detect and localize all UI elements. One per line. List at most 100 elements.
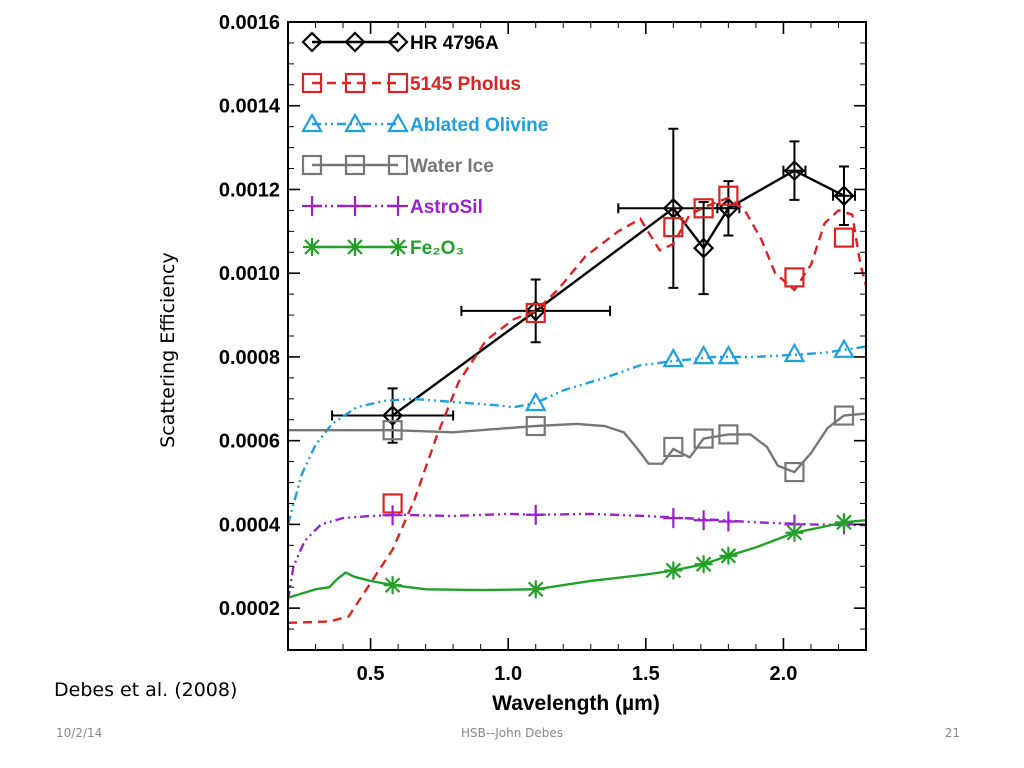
data-point xyxy=(693,198,714,219)
y-tick-label: 0.0002 xyxy=(219,598,280,620)
series-line xyxy=(288,412,866,474)
marker-diamond xyxy=(833,185,855,207)
marker-asterisk xyxy=(834,513,853,532)
legend-entry-2: Ablated Olivine xyxy=(301,112,548,136)
marker-square xyxy=(718,424,739,445)
marker-square xyxy=(784,461,805,483)
series-1 xyxy=(288,185,866,624)
marker-asterisk xyxy=(526,580,545,599)
x-axis-title: Wavelength (µm) xyxy=(492,692,660,715)
marker-plus xyxy=(388,196,408,216)
plot-frame xyxy=(287,21,867,651)
series-line xyxy=(288,512,866,600)
data-point xyxy=(693,510,714,531)
legend-marker xyxy=(344,72,366,94)
slide-number: 21 xyxy=(944,726,960,740)
y-tick-label: 0.0014 xyxy=(219,96,281,118)
citation: Debes et al. (2008) xyxy=(54,679,238,701)
legend: HR 4796A 5145 Pholus Ablated Olivine Water … xyxy=(301,31,548,259)
y-tick-label: 0.0016 xyxy=(219,12,280,34)
legend-marker xyxy=(301,31,323,53)
data-point xyxy=(526,580,545,599)
legend-entry-3: Water Ice xyxy=(301,154,494,177)
legend-marker xyxy=(345,196,365,216)
marker-asterisk xyxy=(785,523,804,542)
series-4 xyxy=(288,504,866,600)
data-point xyxy=(718,511,739,532)
marker-asterisk xyxy=(389,238,407,256)
legend-marker xyxy=(387,72,409,94)
footer-presenter: HSB--John Debes xyxy=(461,726,563,740)
series-2 xyxy=(288,338,866,525)
data-point xyxy=(525,300,547,322)
marker-plus xyxy=(382,505,403,526)
legend-entry-4: AstroSil xyxy=(302,196,483,218)
marker-triangle xyxy=(344,112,366,133)
marker-diamond xyxy=(387,31,409,53)
marker-asterisk xyxy=(719,546,738,565)
marker-asterisk xyxy=(383,576,402,595)
x-tick-label: 0.5 xyxy=(357,663,385,685)
marker-square xyxy=(301,154,323,176)
marker-plus xyxy=(718,511,739,532)
legend-entry-1: 5145 Pholus xyxy=(301,72,521,95)
data-point xyxy=(694,555,713,574)
marker-plus xyxy=(302,196,322,216)
data-point xyxy=(663,217,684,238)
y-tick-label: 0.0004 xyxy=(219,514,281,536)
legend-marker xyxy=(387,31,409,53)
legend-label: AstroSil xyxy=(410,197,483,218)
data-point xyxy=(783,342,806,363)
data-point xyxy=(784,267,805,288)
marker-square xyxy=(387,72,409,94)
legend-marker xyxy=(303,238,321,256)
data-point xyxy=(834,513,853,532)
marker-square xyxy=(663,217,684,238)
marker-square xyxy=(382,420,403,441)
marker-square xyxy=(833,405,855,426)
marker-triangle xyxy=(387,112,409,133)
marker-diamond xyxy=(525,300,547,322)
data-point xyxy=(833,405,855,426)
data-point xyxy=(663,436,684,458)
data-point xyxy=(663,508,684,529)
data-point xyxy=(664,561,683,580)
marker-diamond xyxy=(344,31,366,53)
data-point xyxy=(383,576,402,595)
data-point xyxy=(693,237,715,259)
data-point xyxy=(833,227,855,248)
series-layer xyxy=(288,127,866,624)
data-point xyxy=(382,505,403,526)
legend-marker xyxy=(301,112,323,133)
data-point xyxy=(662,347,685,368)
x-error-bar xyxy=(331,410,455,421)
marker-triangle xyxy=(692,344,715,365)
x-error-bar xyxy=(831,190,856,201)
marker-asterisk xyxy=(664,561,683,580)
marker-triangle xyxy=(662,347,685,368)
legend-marker xyxy=(387,154,409,176)
data-point xyxy=(833,338,855,358)
marker-plus xyxy=(663,508,684,529)
legend-marker xyxy=(301,72,323,94)
marker-triangle xyxy=(783,342,806,363)
legend-marker xyxy=(344,31,366,53)
marker-square xyxy=(344,72,366,94)
marker-square xyxy=(718,185,739,206)
data-point xyxy=(784,461,805,483)
marker-diamond xyxy=(783,160,805,182)
marker-triangle xyxy=(833,338,855,358)
marker-asterisk xyxy=(694,555,713,574)
series-5 xyxy=(288,513,866,599)
marker-diamond xyxy=(693,237,715,259)
legend-marker xyxy=(301,154,323,176)
legend-marker xyxy=(388,196,408,216)
marker-asterisk xyxy=(346,238,364,256)
marker-square xyxy=(387,154,409,176)
marker-asterisk xyxy=(303,238,321,256)
marker-plus xyxy=(525,504,546,525)
legend-marker xyxy=(387,112,409,133)
marker-square xyxy=(525,415,546,437)
legend-entry-0: HR 4796A xyxy=(301,31,499,54)
data-point xyxy=(718,185,739,206)
